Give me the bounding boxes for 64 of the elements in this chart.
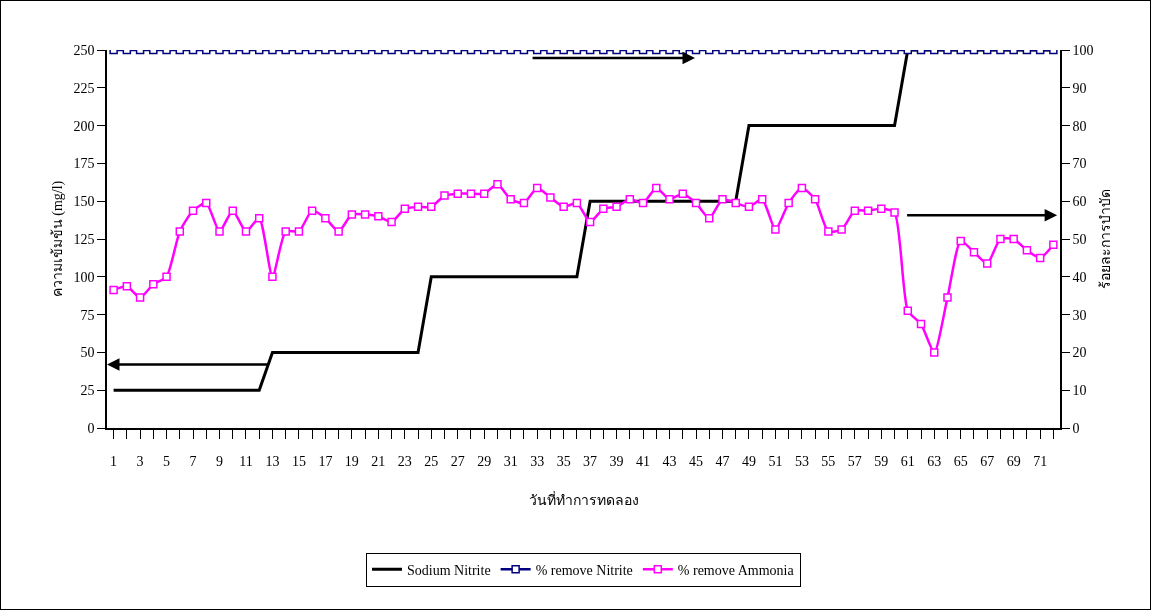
y-tick-label: 175 [73,156,95,172]
legend-label: % remove Nitrite [535,562,633,578]
x-tick-label: 25 [424,453,439,469]
y-axis-title: ความเข้มข้น (mg/l) [49,180,66,298]
y-tick-label: 225 [73,80,95,96]
y-tick-label: 50 [80,345,95,361]
x-tick-label: 55 [821,453,836,469]
y-tick-label: 250 [73,42,95,58]
y2-axis-title: ร้อยละการบำบัด [1098,189,1114,289]
x-tick-label: 9 [216,453,224,469]
y2-tick-label: 10 [1072,383,1087,399]
y2-tick-label: 60 [1072,194,1087,210]
y-tick-label: 125 [73,231,95,247]
x-tick-label: 49 [741,453,756,469]
x-tick-label: 29 [477,453,492,469]
x-tick-label: 21 [371,453,386,469]
x-tick-label: 27 [450,453,465,469]
x-tick-label: 3 [136,453,144,469]
legend-label: % remove Ammonia [677,562,795,578]
x-tick-label: 13 [265,453,280,469]
x-tick-label: 15 [291,453,306,469]
x-tick-label: 39 [609,453,624,469]
x-tick-label: 69 [1006,453,1021,469]
x-tick-label: 51 [768,453,783,469]
y2-tick-label: 50 [1072,231,1087,247]
y-tick-label: 200 [73,118,95,134]
y2-tick-label: 80 [1072,118,1087,134]
y2-tick-label: 100 [1072,42,1094,58]
x-tick-label: 35 [556,453,571,469]
x-tick-label: 7 [189,453,197,469]
x-tick-label: 65 [953,453,968,469]
y-tick-label: 100 [73,269,95,285]
x-tick-label: 5 [163,453,171,469]
y-tick-label: 0 [87,420,95,436]
x-tick-label: 53 [794,453,809,469]
y-tick-label: 150 [73,194,95,210]
y-tick-label: 25 [80,383,95,399]
y2-tick-label: 30 [1072,307,1087,323]
x-tick-label: 43 [662,453,677,469]
y2-tick-label: 90 [1072,80,1087,96]
x-tick-label: 33 [530,453,545,469]
x-tick-label: 61 [900,453,915,469]
x-tick-label: 57 [847,453,862,469]
y2-tick-label: 40 [1072,269,1087,285]
x-tick-label: 37 [583,453,598,469]
x-tick-label: 31 [503,453,518,469]
y2-tick-label: 0 [1072,420,1080,436]
x-tick-label: 71 [1033,453,1048,469]
x-tick-label: 11 [239,453,253,469]
x-tick-label: 63 [927,453,942,469]
legend-label: Sodium Nitrite [407,562,491,578]
y2-tick-label: 70 [1072,156,1087,172]
x-tick-label: 59 [874,453,889,469]
y2-tick-label: 20 [1072,345,1087,361]
x-axis-title: วันที่ทำการทดลอง [528,491,639,509]
y-tick-label: 75 [80,307,95,323]
x-tick-label: 41 [636,453,651,469]
x-tick-label: 47 [715,453,730,469]
x-tick-label: 17 [318,453,333,469]
x-tick-label: 45 [689,453,704,469]
x-tick-label: 1 [110,453,118,469]
x-tick-label: 23 [397,453,412,469]
x-tick-label: 67 [980,453,995,469]
x-tick-label: 19 [344,453,359,469]
